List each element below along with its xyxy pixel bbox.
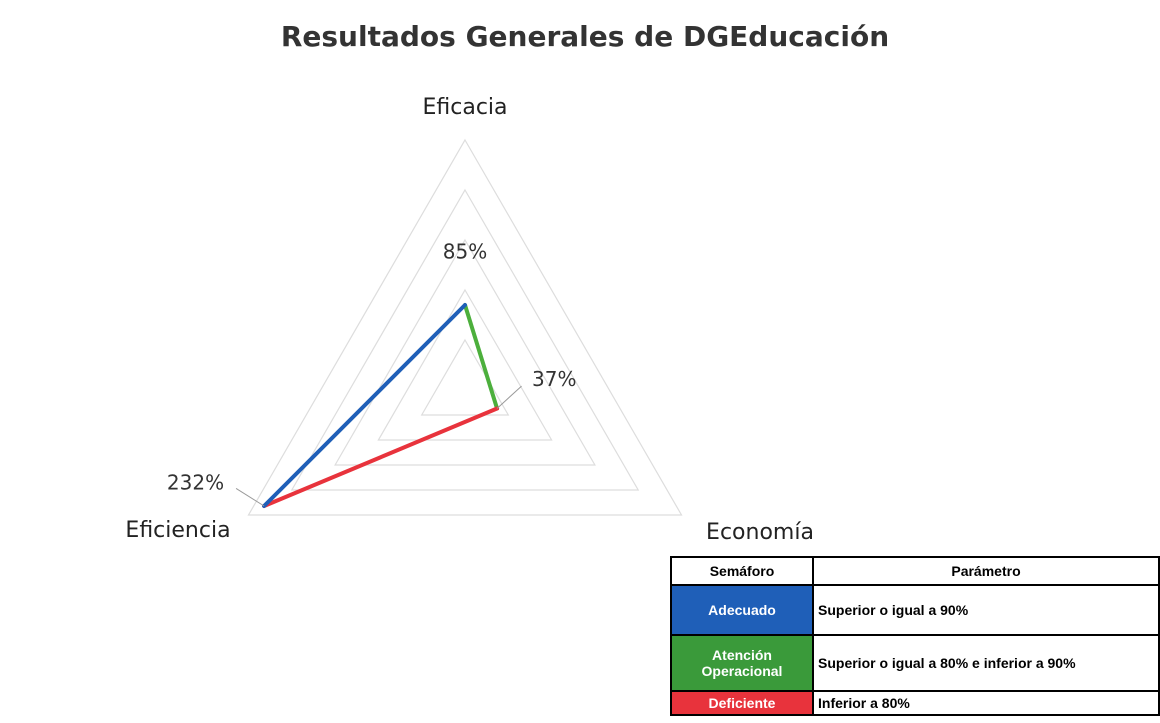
legend-table: Semáforo Parámetro Adecuado Superior o igu… — [670, 556, 1160, 716]
leader-line — [235, 487, 265, 507]
data-label: 232% — [167, 471, 224, 495]
series-segment — [262, 303, 467, 508]
table-row: Deficiente Inferior a 80% — [670, 690, 1160, 716]
table-row: Atención Operacional Superior o igual a 8… — [670, 634, 1160, 692]
grid-ring — [334, 238, 596, 466]
axis-label: Eficacia — [422, 95, 507, 120]
axis-label: Eficiencia — [125, 518, 230, 543]
header: Parámetro — [812, 556, 1160, 586]
grid-ring — [377, 288, 553, 441]
status-cell: Deficiente — [670, 690, 814, 716]
parameter-cell: Superior o igual a 80% e inferior a 90% — [812, 634, 1160, 692]
status-cell: Atención Operacional — [670, 634, 814, 692]
data-label: 85% — [443, 240, 487, 264]
chart-title: Resultados Generales de DGEducación — [281, 20, 889, 53]
data-label: 37% — [532, 367, 576, 391]
series-segment — [262, 406, 500, 508]
series-segment — [463, 303, 500, 411]
grid-ring — [247, 138, 683, 516]
parameter-cell: Superior o igual a 90% — [812, 584, 1160, 636]
axis-label: Economía — [706, 520, 814, 545]
grid-ring — [290, 188, 640, 491]
table-row: Adecuado Superior o igual a 90% — [670, 584, 1160, 636]
leader-line — [496, 385, 522, 409]
status-cell: Adecuado — [670, 584, 814, 636]
parameter-cell: Inferior a 80% — [812, 690, 1160, 716]
header: Semáforo — [670, 556, 814, 586]
